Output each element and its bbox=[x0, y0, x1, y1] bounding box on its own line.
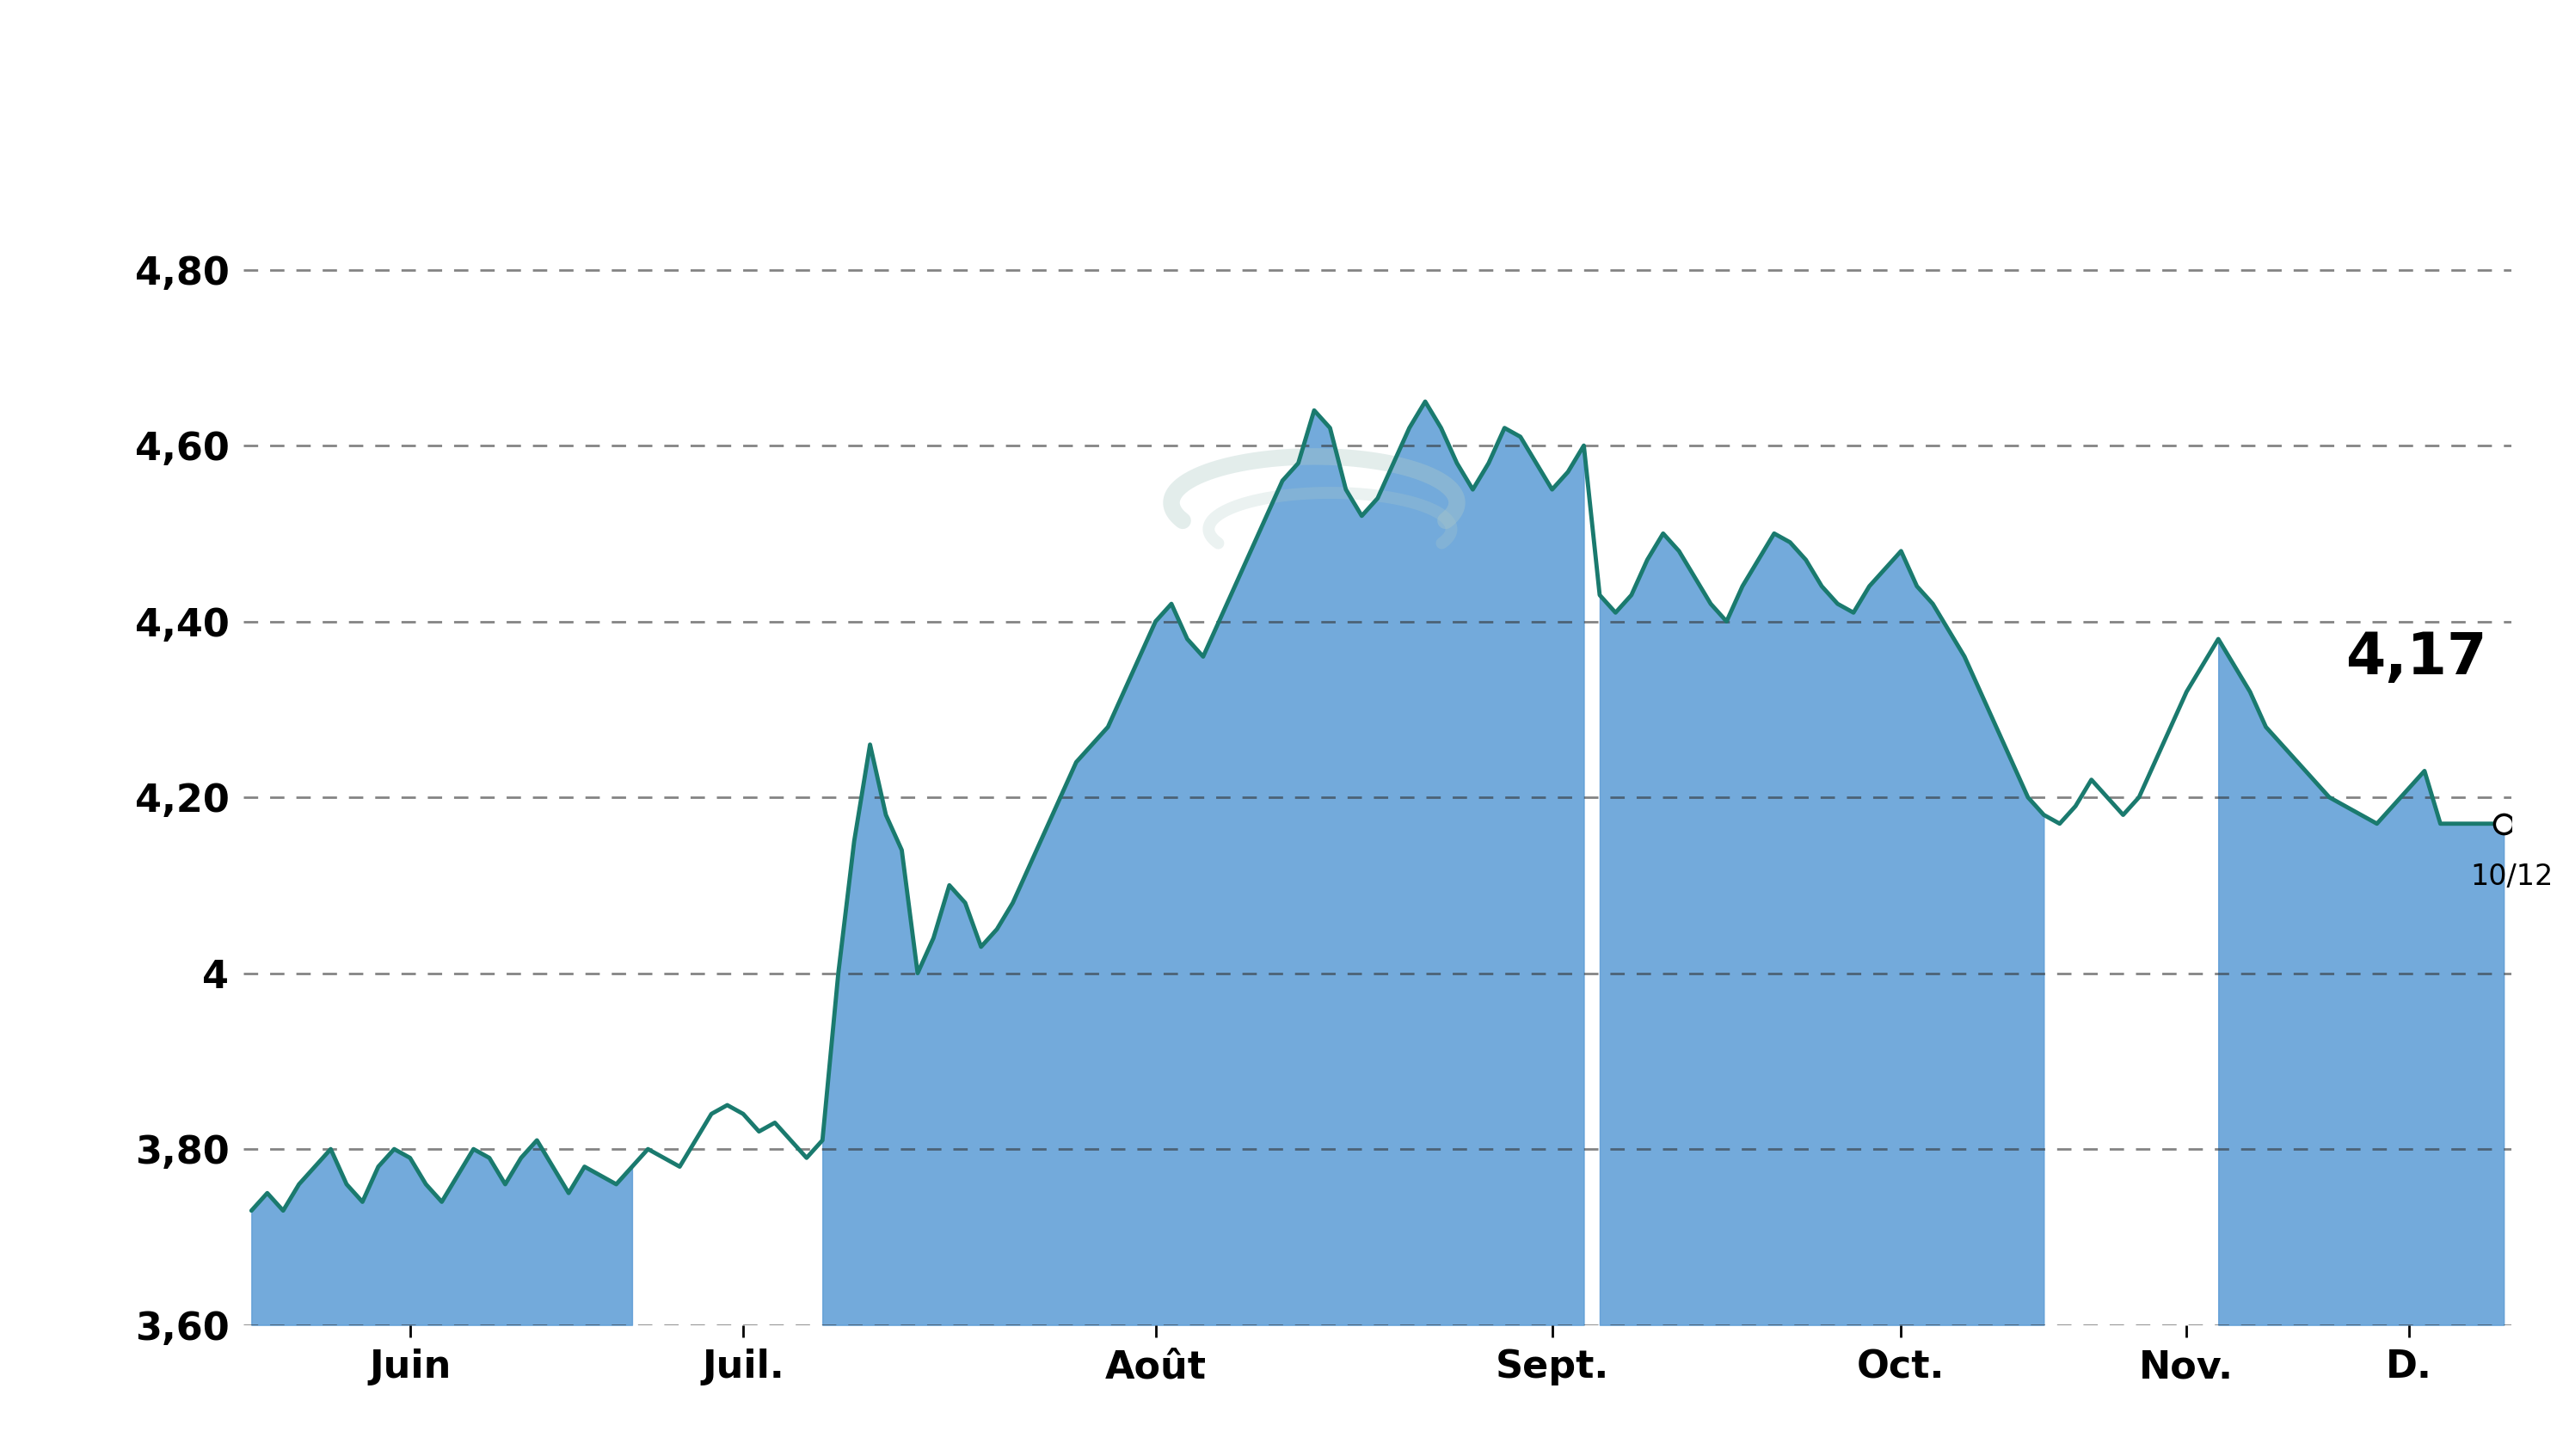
Text: abrdn Global Premier Properties Fund: abrdn Global Premier Properties Fund bbox=[579, 60, 1984, 122]
Text: 4,17: 4,17 bbox=[2345, 629, 2486, 686]
Text: 10/12: 10/12 bbox=[2471, 863, 2553, 891]
